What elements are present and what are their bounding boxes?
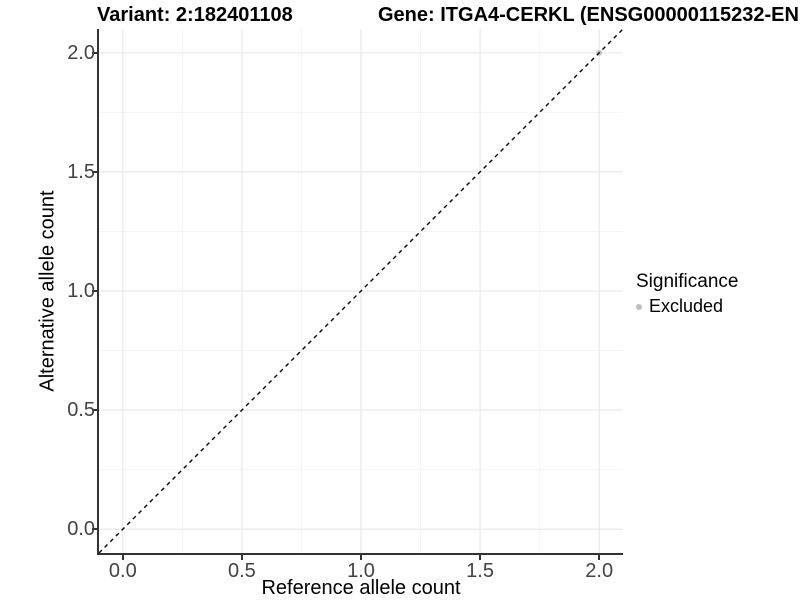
x-tick-mark <box>360 555 362 560</box>
y-tick-label: 2.0 <box>67 41 95 64</box>
y-tick-mark <box>92 528 97 531</box>
y-tick-label: 0.0 <box>67 518 95 541</box>
panel-canvas <box>99 29 623 553</box>
x-tick-label: 0.5 <box>228 560 256 582</box>
x-tick-label: 2.0 <box>585 560 614 582</box>
identity-dashed-line <box>99 29 623 553</box>
plot-title-variant: Variant: 2:182401108 <box>97 4 293 26</box>
x-tick-mark <box>598 555 601 560</box>
plot-panel <box>99 29 623 553</box>
x-tick-label: 1.0 <box>347 560 375 582</box>
y-tick-mark <box>92 290 97 292</box>
x-tick-mark <box>240 555 243 560</box>
legend-point-swatch <box>636 303 642 310</box>
x-tick-label: 0.0 <box>108 560 137 582</box>
y-tick-mark <box>92 51 97 54</box>
y-tick-label: 0.5 <box>67 399 95 422</box>
plot-title-gene: Gene: ITGA4-CERKL (ENSG00000115232-EN <box>378 4 799 26</box>
y-tick-label: 1.0 <box>67 280 95 302</box>
legend: Significance Excluded <box>636 270 738 317</box>
y-tick-label: 1.5 <box>67 160 95 183</box>
x-axis-title: Reference allele count <box>261 577 461 599</box>
x-tick-mark <box>479 555 482 560</box>
x-tick-label: 1.5 <box>466 560 494 582</box>
axis-lines <box>97 29 623 555</box>
y-tick-mark <box>92 170 97 173</box>
y-axis-title: Alternative allele count <box>36 190 59 392</box>
y-tick-mark <box>92 409 97 412</box>
legend-item-label: Excluded <box>649 296 724 316</box>
legend-item-excluded: Excluded <box>636 296 738 317</box>
legend-title: Significance <box>636 271 739 292</box>
x-tick-mark <box>121 555 124 560</box>
